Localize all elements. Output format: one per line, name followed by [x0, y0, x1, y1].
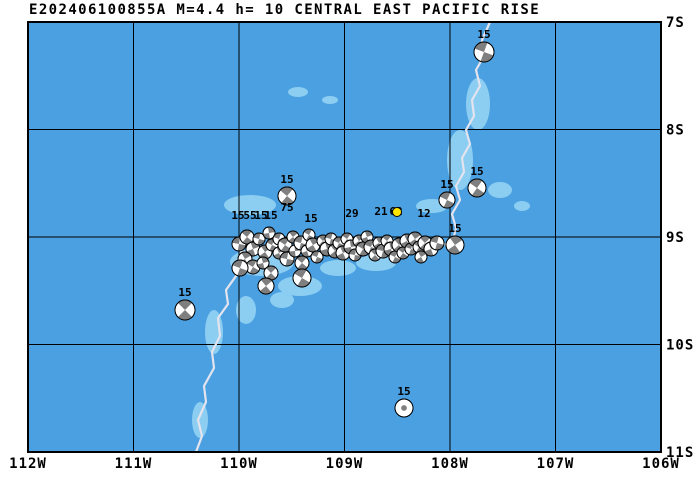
x-tick-label: 112W [9, 456, 47, 472]
x-tick-label: 107W [537, 456, 575, 472]
y-tick-label: 9S [666, 230, 685, 246]
focal-mechanism-beachball [263, 265, 279, 281]
cluster-depth-label: 15 [231, 209, 244, 222]
focal-mechanism-beachball: 15 [394, 385, 414, 418]
shallow-patch [270, 292, 294, 308]
epicenter-marker [392, 207, 402, 217]
focal-mechanism-beachball [429, 235, 445, 251]
shallow-patch [192, 402, 208, 438]
shallow-patch [447, 130, 473, 190]
focal-mechanism-beachball [292, 268, 312, 288]
shallow-patch [488, 182, 512, 198]
cluster-depth-label: 15 [264, 209, 277, 222]
y-tick-label: 11S [666, 445, 694, 461]
cluster-depth-label: 29 [345, 207, 358, 220]
focal-mechanism-beachball: 15 [438, 178, 456, 209]
y-tick-label: 10S [666, 338, 694, 354]
cluster-depth-label: 55 [243, 209, 256, 222]
shallow-patch [466, 78, 490, 130]
y-tick-label: 8S [666, 123, 685, 139]
shallow-patch [236, 296, 256, 324]
ridge-axis-line [194, 250, 243, 454]
cluster-depth-label: 12 [417, 207, 430, 220]
focal-mechanism-beachball [257, 277, 275, 295]
map-frame [27, 21, 662, 453]
shallow-patch [322, 96, 338, 104]
beachball-depth-label: 15 [470, 165, 483, 178]
focal-mechanism-beachball: 15 [277, 173, 297, 206]
beachball-depth-label: 15 [448, 222, 461, 235]
focal-mechanism-beachball [310, 250, 324, 264]
focal-mechanism-beachball [245, 241, 261, 257]
ridge-axis-line [450, 20, 492, 246]
cluster-depth-label: 75 [280, 201, 293, 214]
focal-mechanism-beachball [252, 232, 266, 246]
shallow-patch [288, 87, 308, 97]
focal-mechanism-beachball [305, 237, 321, 253]
shallow-patch [356, 255, 396, 271]
focal-mechanism-beachball [256, 256, 270, 270]
focal-mechanism-beachball [414, 250, 428, 264]
x-tick-label: 110W [220, 456, 258, 472]
beachball-depth-label: 15 [477, 28, 490, 41]
focal-mechanism-beachball: 15 [473, 28, 495, 63]
y-tick-label: 7S [666, 15, 685, 31]
shallow-patch [320, 260, 356, 276]
beachball-depth-label: 15 [440, 178, 453, 191]
shallow-patch [514, 201, 530, 211]
x-tick-label: 108W [431, 456, 469, 472]
plot-title: E202406100855A M=4.4 h= 10 CENTRAL EAST … [29, 2, 541, 18]
x-tick-label: 106W [642, 456, 680, 472]
focal-mechanism-beachball: 15 [467, 165, 487, 198]
focal-mechanism-beachball [262, 226, 276, 240]
x-tick-label: 109W [326, 456, 364, 472]
beachball-depth-label: 15 [397, 385, 410, 398]
cluster-depth-label: 21 [374, 205, 388, 218]
cluster-depth-label: 15 [254, 209, 267, 222]
shallow-patch [224, 195, 276, 215]
focal-mechanism-beachball: 15 [445, 222, 465, 255]
focal-mechanism-beachball [231, 259, 249, 277]
x-tick-label: 111W [115, 456, 153, 472]
beachball-depth-label: 15 [280, 173, 293, 186]
beachball-depth-label: 15 [178, 286, 191, 299]
focal-mechanism-beachball: 15 [174, 286, 196, 321]
cluster-depth-label: 15 [304, 212, 317, 225]
